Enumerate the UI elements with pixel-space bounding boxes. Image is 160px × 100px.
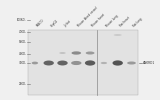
Ellipse shape bbox=[59, 52, 66, 54]
Text: Mouse blood vessel: Mouse blood vessel bbox=[77, 6, 99, 28]
Ellipse shape bbox=[101, 62, 107, 64]
Ellipse shape bbox=[57, 60, 68, 66]
Ellipse shape bbox=[86, 52, 95, 54]
Bar bbox=[28, 30, 138, 95]
Ellipse shape bbox=[44, 60, 54, 66]
Ellipse shape bbox=[112, 60, 123, 66]
Ellipse shape bbox=[71, 61, 81, 65]
Text: 35KD-: 35KD- bbox=[18, 61, 26, 65]
Text: Rat lung: Rat lung bbox=[132, 17, 143, 28]
Text: SN4CO: SN4CO bbox=[36, 18, 45, 28]
Text: HepG2: HepG2 bbox=[49, 18, 59, 28]
Ellipse shape bbox=[72, 51, 81, 55]
Text: Mouse lung: Mouse lung bbox=[105, 14, 119, 28]
Text: 70KD-: 70KD- bbox=[18, 30, 26, 34]
Ellipse shape bbox=[32, 62, 38, 64]
Text: Jurkat: Jurkat bbox=[63, 20, 72, 28]
Ellipse shape bbox=[127, 62, 136, 64]
Text: 55KD-: 55KD- bbox=[18, 40, 26, 44]
Text: Rat heart: Rat heart bbox=[119, 16, 130, 28]
Text: ANKRD1: ANKRD1 bbox=[143, 61, 155, 65]
Ellipse shape bbox=[114, 34, 122, 36]
Text: 25KD-: 25KD- bbox=[18, 82, 26, 86]
Ellipse shape bbox=[85, 60, 95, 66]
Text: 100KD-: 100KD- bbox=[17, 18, 26, 22]
Text: Mouse heart: Mouse heart bbox=[91, 13, 106, 28]
Text: 40KD-: 40KD- bbox=[18, 52, 26, 56]
